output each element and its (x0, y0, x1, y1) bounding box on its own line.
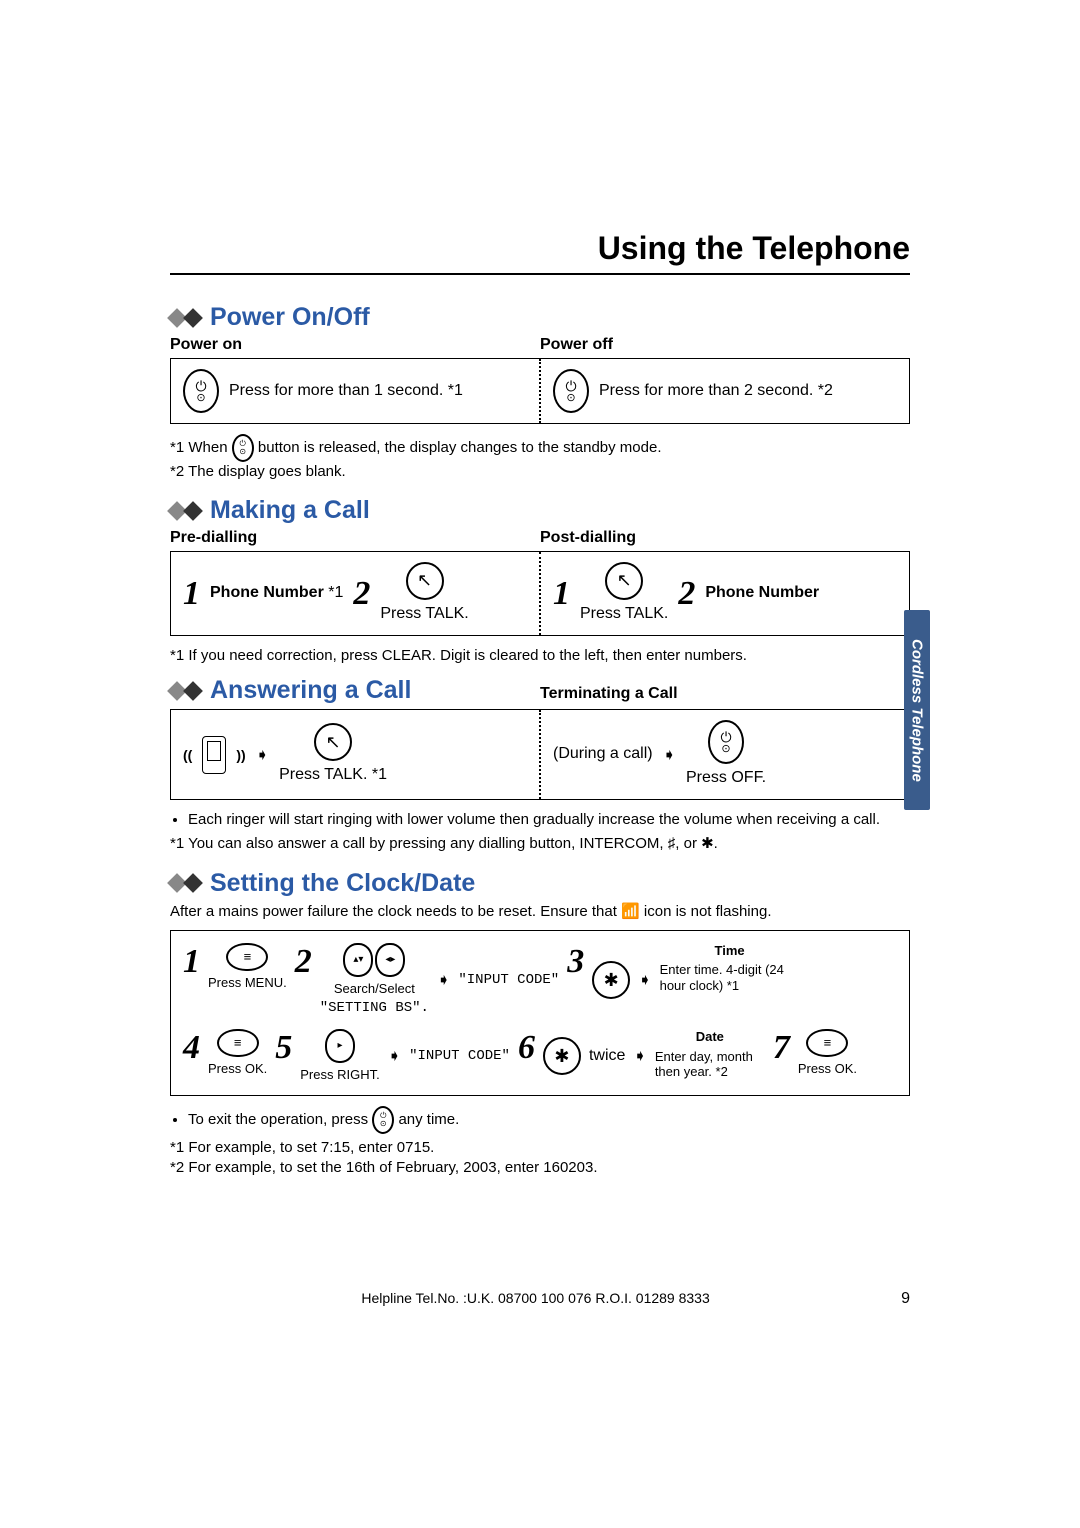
power-fn1b: button is released, the display changes … (258, 439, 662, 456)
press-ok: Press OK. (798, 1061, 857, 1077)
step-1: 1 (553, 575, 570, 613)
answering-fn: *1 You can also answer a call by pressin… (170, 834, 910, 854)
setting-bs: "SETTING BS". (320, 1000, 429, 1017)
menu-icon: ≡ (226, 943, 268, 971)
helpline: Helpline Tel.No. :U.K. 08700 100 076 R.O… (361, 1290, 709, 1308)
press-talk-star: Press TALK. *1 (279, 765, 387, 786)
arrow-icon: ➧ (633, 1046, 646, 1066)
input-code: "INPUT CODE" (409, 1048, 510, 1064)
talk-icon: ↖ (605, 562, 643, 600)
section-power-header: Power On/Off (170, 303, 910, 332)
press-talk: Press TALK. (380, 604, 468, 625)
search-select: Search/Select (334, 981, 415, 997)
power-icon-inline: ⏻⊙ (372, 1106, 394, 1134)
making-heading: Making a Call (210, 496, 370, 525)
phone-number-label: Phone Number (210, 584, 324, 601)
time-text: Enter time. 4-digit (24 hour clock) *1 (660, 962, 800, 993)
nav-lr-icon: ◂▸ (375, 943, 405, 977)
nav-up-icon: ▴▾ (343, 943, 373, 977)
power-icon: ⏻⊙ (553, 369, 589, 413)
diamonds-icon (170, 684, 200, 698)
off-icon: ⏻⊙ (708, 720, 744, 764)
step-2: 2 (295, 943, 312, 981)
power-box: ⏻⊙ Press for more than 1 second. *1 ⏻⊙ P… (170, 358, 910, 424)
power-fn1a: *1 When (170, 439, 228, 456)
power-on-text: Press for more than 1 second. *1 (229, 381, 463, 402)
time-label: Time (715, 943, 745, 959)
step-1: 1 (183, 943, 200, 981)
making-fn: *1 If you need correction, press CLEAR. … (170, 646, 910, 666)
diamonds-icon (170, 504, 200, 518)
date-text: Enter day, month then year. *2 (655, 1049, 765, 1080)
arrow-icon: ➧ (663, 745, 676, 765)
clock-exit-list: To exit the operation, press ⏻⊙ any time… (170, 1106, 910, 1134)
step-5: 5 (275, 1029, 292, 1067)
sound-icon: )) (236, 747, 245, 763)
post-dialling-label: Post-dialling (540, 529, 636, 546)
power-heading: Power On/Off (210, 303, 370, 332)
answering-box: (( )) ➧ ↖ Press TALK. *1 (During a call)… (170, 709, 910, 800)
press-talk: Press TALK. (580, 604, 668, 625)
term-label: Terminating a Call (540, 685, 678, 702)
talk-icon: ↖ (406, 562, 444, 600)
footer: Helpline Tel.No. :U.K. 08700 100 076 R.O… (170, 1290, 910, 1308)
diamonds-icon (170, 311, 200, 325)
step-3: 3 (567, 943, 584, 981)
power-off-text: Press for more than 2 second. *2 (599, 381, 833, 402)
step-1: 1 (183, 575, 200, 613)
talk-icon: ↖ (314, 723, 352, 761)
sound-icon: (( (183, 747, 192, 763)
nav-right-icon: ▸ (325, 1029, 355, 1063)
arrow-icon: ➧ (256, 745, 269, 765)
press-menu: Press MENU. (208, 975, 287, 991)
power-off-label: Power off (540, 336, 613, 353)
star1: *1 (328, 584, 343, 601)
step-6: 6 (518, 1029, 535, 1067)
power-fn2: *2 The display goes blank. (170, 462, 910, 482)
step-7: 7 (773, 1029, 790, 1067)
clock-exit-b: any time. (398, 1111, 459, 1128)
twice: twice (589, 1046, 625, 1067)
phone-number-label: Phone Number (705, 583, 819, 604)
section-clock-header: Setting the Clock/Date (170, 869, 910, 898)
answering-bullets: Each ringer will start ringing with lowe… (170, 810, 910, 830)
clock-fn1: *1 For example, to set 7:15, enter 0715. (170, 1138, 910, 1158)
pre-dialling-label: Pre-dialling (170, 529, 257, 546)
answering-heading: Answering a Call (210, 676, 411, 705)
clock-box: 1 ≡ Press MENU. 2 ▴▾ ◂▸ Search/Select "S… (170, 930, 910, 1096)
arrow-icon: ➧ (437, 970, 450, 990)
press-off: Press OFF. (686, 768, 766, 789)
clock-exit: To exit the operation, press ⏻⊙ any time… (188, 1106, 910, 1134)
clock-exit-a: To exit the operation, press (188, 1111, 368, 1128)
diamonds-icon (170, 876, 200, 890)
step-4: 4 (183, 1029, 200, 1067)
input-code: "INPUT CODE" (458, 972, 559, 988)
arrow-icon: ➧ (388, 1046, 401, 1066)
page-title: Using the Telephone (170, 230, 910, 275)
making-box: 1 Phone Number *1 2 ↖ Press TALK. 1 ↖ Pr… (170, 551, 910, 636)
page-number: 9 (901, 1290, 910, 1308)
answer-bullet: Each ringer will start ringing with lowe… (188, 810, 910, 830)
press-ok: Press OK. (208, 1061, 267, 1077)
step-2: 2 (678, 575, 695, 613)
ok-icon: ≡ (806, 1029, 848, 1057)
power-icon-inline: ⏻⊙ (232, 434, 254, 462)
step-2: 2 (353, 575, 370, 613)
power-on-label: Power on (170, 336, 242, 353)
section-making-header: Making a Call (170, 496, 910, 525)
press-right: Press RIGHT. (300, 1067, 379, 1083)
clock-intro: After a mains power failure the clock ne… (170, 902, 910, 922)
ok-icon: ≡ (217, 1029, 259, 1057)
clock-fn2: *2 For example, to set the 16th of Febru… (170, 1158, 910, 1178)
handset-icon (202, 736, 226, 774)
star-key-icon: ✱ (543, 1037, 581, 1075)
side-tab: Cordless Telephone (904, 610, 930, 810)
date-label: Date (696, 1029, 724, 1045)
power-icon: ⏻⊙ (183, 369, 219, 413)
arrow-icon: ➧ (638, 970, 651, 990)
power-footnotes: *1 When ⏻⊙ button is released, the displ… (170, 434, 910, 482)
during-call: (During a call) (553, 744, 653, 765)
clock-heading: Setting the Clock/Date (210, 869, 475, 898)
star-key-icon: ✱ (592, 961, 630, 999)
